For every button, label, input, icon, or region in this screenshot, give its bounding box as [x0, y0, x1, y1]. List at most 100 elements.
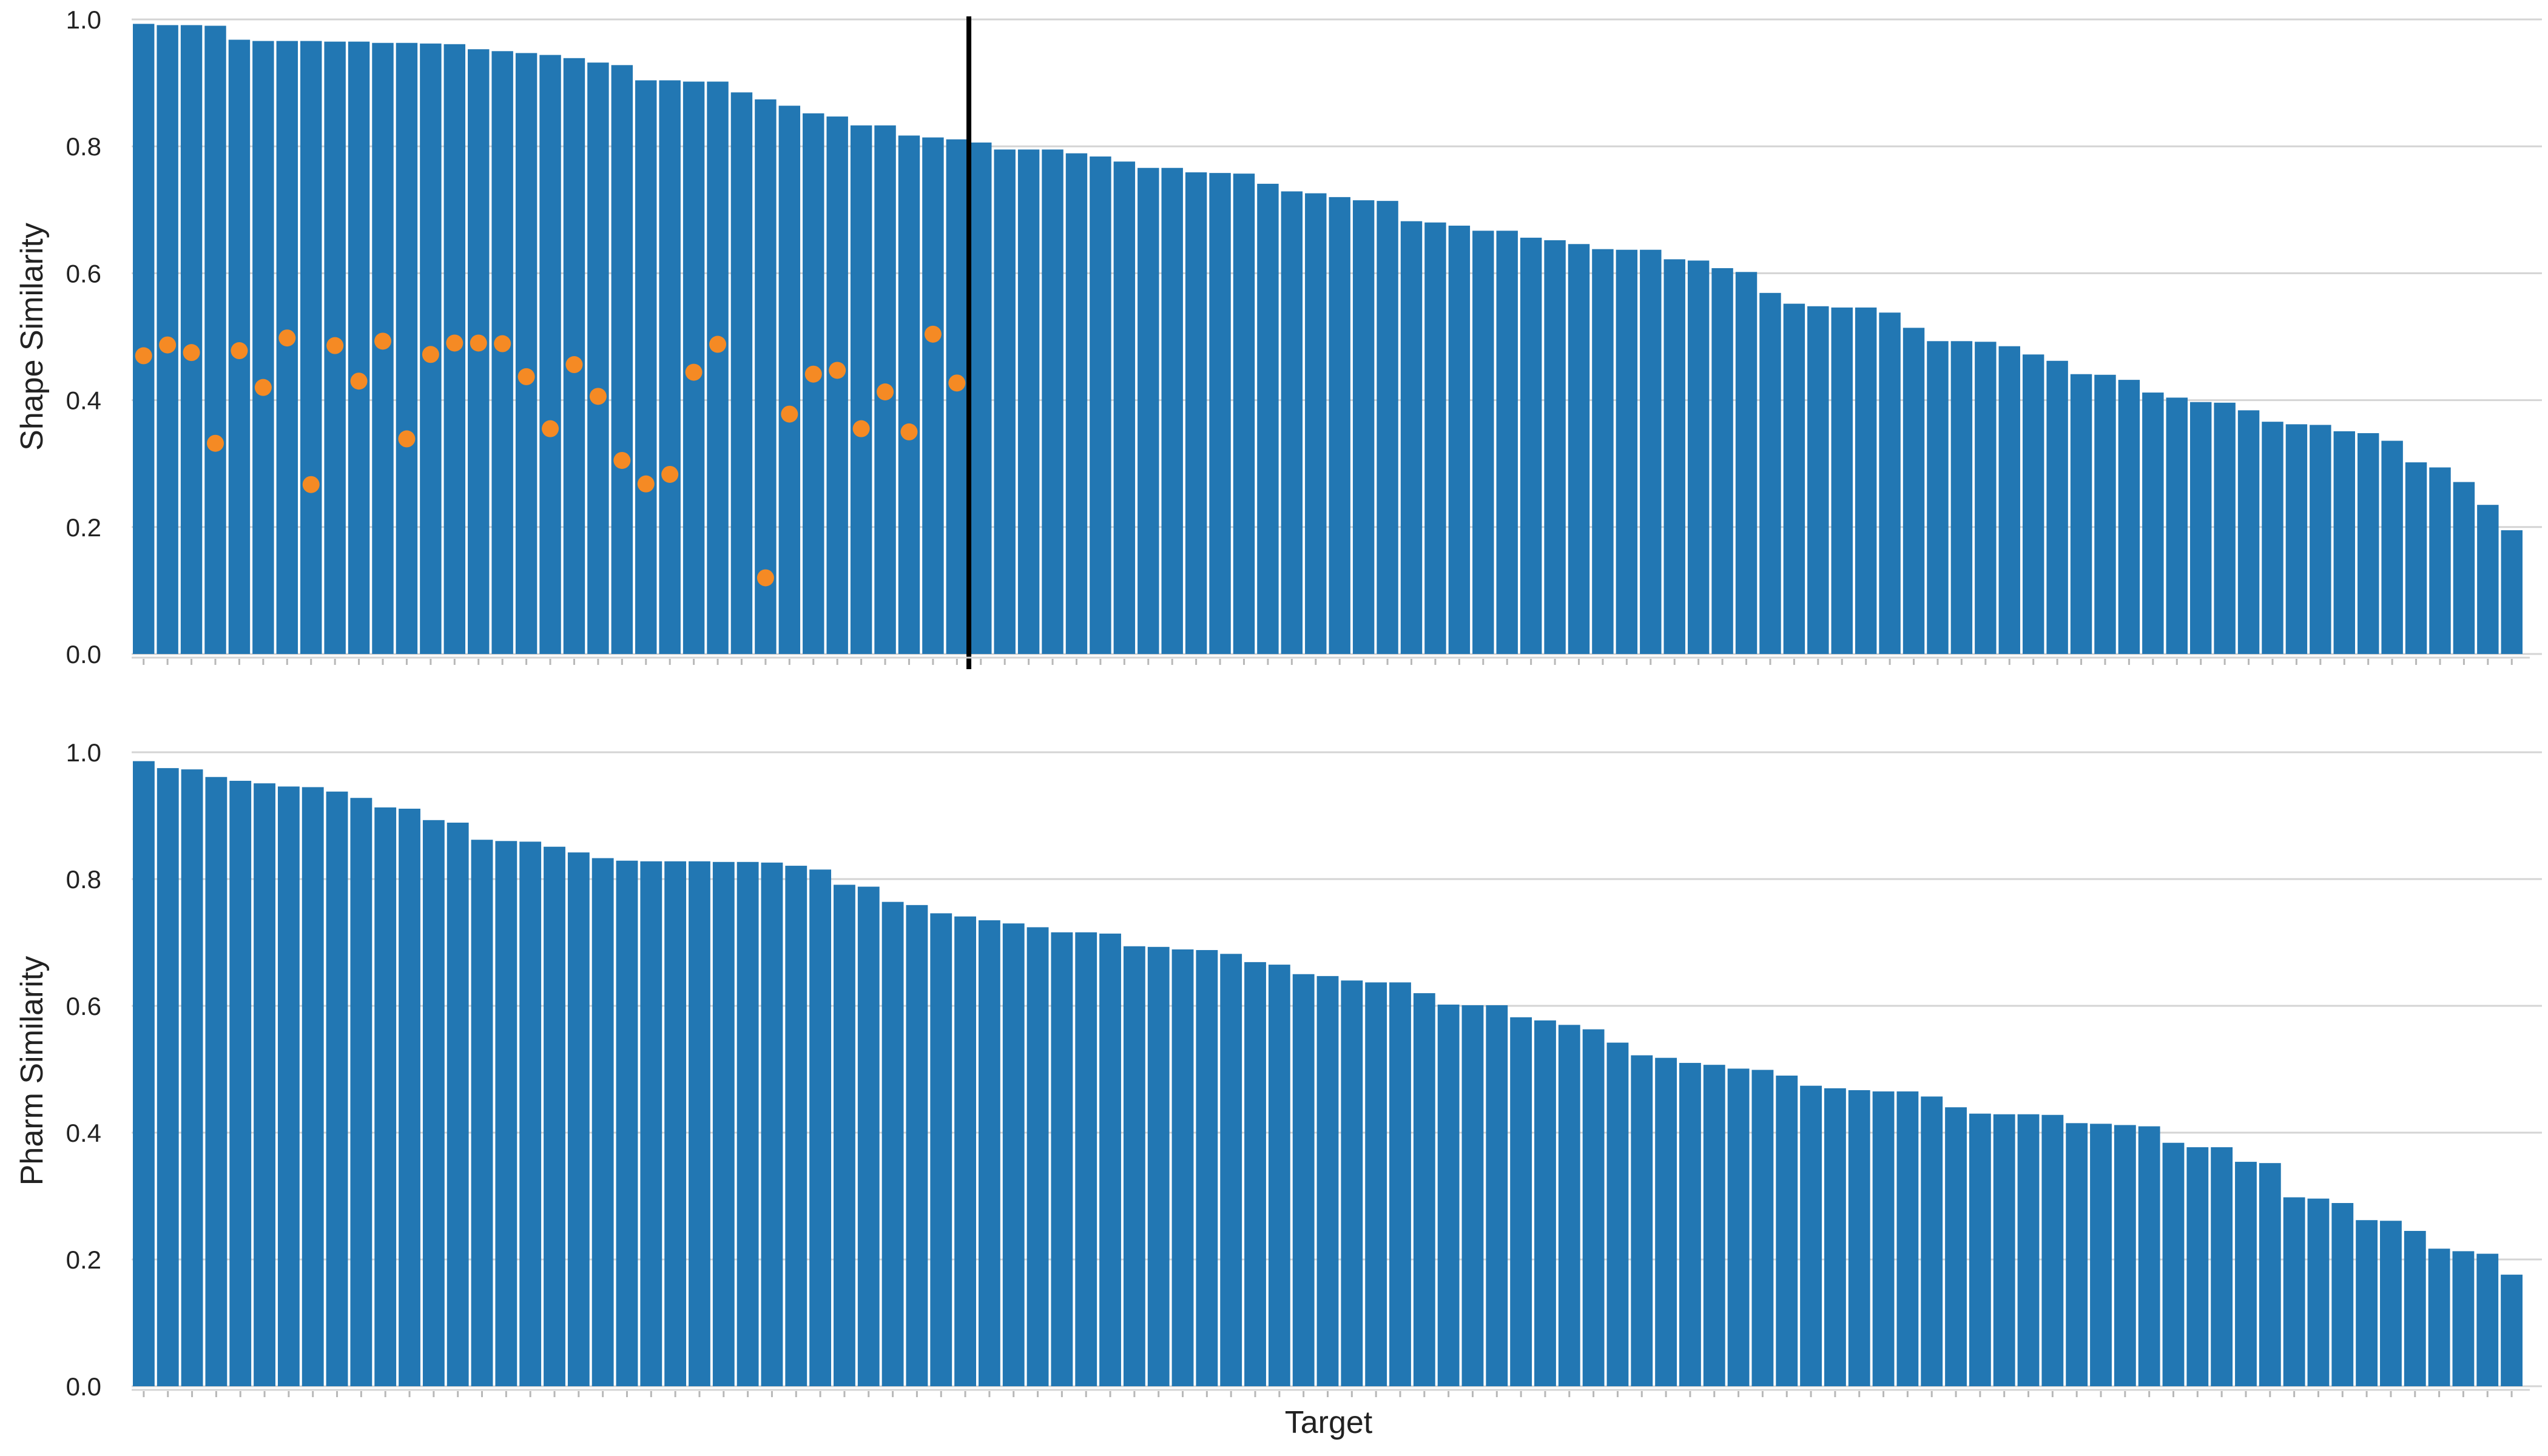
bar	[2214, 402, 2236, 654]
pharm-axis: 0.0 0.2 0.4 0.6 0.8 1.0	[66, 738, 2530, 1401]
y-tick-label: 0.8	[66, 865, 101, 894]
bar	[1582, 1029, 1605, 1386]
bar	[803, 113, 824, 655]
bar	[1534, 1020, 1556, 1386]
bar	[2283, 1197, 2305, 1386]
bar	[326, 791, 348, 1386]
bar	[396, 42, 418, 654]
bar	[1727, 1068, 1750, 1386]
bar	[399, 809, 420, 1386]
bar	[2356, 1220, 2378, 1386]
bar	[515, 53, 538, 655]
bar	[276, 41, 298, 654]
bar	[1969, 1113, 1991, 1386]
shape-bars	[133, 24, 2523, 655]
bar	[730, 92, 753, 655]
marker-point	[589, 388, 607, 405]
marker-point	[709, 335, 727, 353]
shape-y-axis-title: Shape Similarity	[15, 223, 50, 451]
bar	[1616, 249, 1638, 654]
bar	[2162, 1142, 2185, 1386]
bar	[1075, 932, 1097, 1386]
bar	[1703, 1065, 1725, 1386]
bar	[857, 886, 880, 1386]
bar	[2070, 374, 2092, 654]
bar	[1558, 1025, 1580, 1386]
bar	[2237, 410, 2260, 654]
marker-point	[374, 332, 392, 350]
shape-similarity-panel: 0.0 0.2 0.4 0.6 0.8 1.0 Shape Similarity	[15, 5, 2542, 669]
bar	[1461, 1005, 1484, 1386]
bar	[1472, 231, 1494, 654]
bar	[2262, 422, 2283, 654]
bar	[252, 41, 274, 654]
marker-point	[254, 379, 272, 396]
bar	[374, 807, 397, 1386]
bar	[2046, 360, 2068, 654]
bar	[2429, 467, 2451, 654]
bar	[1244, 962, 1266, 1386]
bar	[1185, 172, 1207, 654]
bar	[1872, 1091, 1895, 1386]
bar	[1831, 307, 1853, 654]
bar	[761, 862, 783, 1386]
marker-point	[446, 334, 463, 352]
bar	[1921, 1096, 1943, 1386]
marker-point	[350, 372, 368, 390]
marker-point	[685, 363, 703, 381]
bar	[707, 81, 729, 654]
bar	[1993, 1114, 2015, 1386]
bar	[1065, 153, 1088, 654]
bar	[2285, 424, 2308, 654]
bar	[898, 135, 920, 655]
bar	[2017, 1114, 2040, 1386]
bar	[2310, 425, 2331, 654]
bar	[539, 55, 561, 655]
bar	[1510, 1017, 1532, 1386]
marker-point	[924, 325, 942, 343]
bar	[906, 905, 928, 1386]
bar	[2166, 397, 2188, 654]
marker-point	[542, 420, 559, 437]
bar	[300, 41, 322, 654]
bar	[567, 852, 590, 1386]
bar	[2501, 1275, 2523, 1386]
y-tick-label: 0.0	[66, 1372, 101, 1401]
bar	[1783, 303, 1805, 654]
bar	[850, 125, 872, 654]
y-tick-label: 0.8	[66, 132, 101, 161]
bar	[277, 786, 300, 1386]
bar	[2235, 1162, 2257, 1386]
bar	[2142, 393, 2164, 654]
marker-point	[948, 374, 966, 392]
bar	[1848, 1090, 1870, 1386]
marker-point	[494, 335, 511, 352]
bar	[2501, 530, 2523, 654]
bar	[2189, 402, 2212, 654]
bar	[1896, 1091, 1919, 1386]
bar	[1413, 993, 1435, 1386]
bar	[1751, 1070, 1774, 1386]
bar	[954, 916, 976, 1386]
bar	[1735, 272, 1758, 655]
bar	[1051, 932, 1073, 1386]
bar	[2453, 482, 2475, 654]
bar	[1520, 237, 1542, 655]
bar	[1209, 173, 1231, 655]
bar	[1042, 149, 1063, 654]
bar	[2357, 433, 2379, 654]
marker-point	[398, 430, 416, 448]
pharm-bars	[133, 761, 2523, 1386]
bar	[689, 861, 710, 1386]
y-tick-label: 0.6	[66, 259, 101, 288]
bar	[1220, 954, 1242, 1386]
bar	[447, 822, 469, 1386]
bar	[491, 51, 513, 655]
bar	[2094, 374, 2116, 654]
y-tick-label: 1.0	[66, 5, 101, 34]
bar	[1341, 980, 1363, 1386]
bar	[1800, 1085, 1822, 1386]
bar	[205, 777, 228, 1386]
bar	[1544, 240, 1566, 654]
bar	[1352, 200, 1375, 654]
